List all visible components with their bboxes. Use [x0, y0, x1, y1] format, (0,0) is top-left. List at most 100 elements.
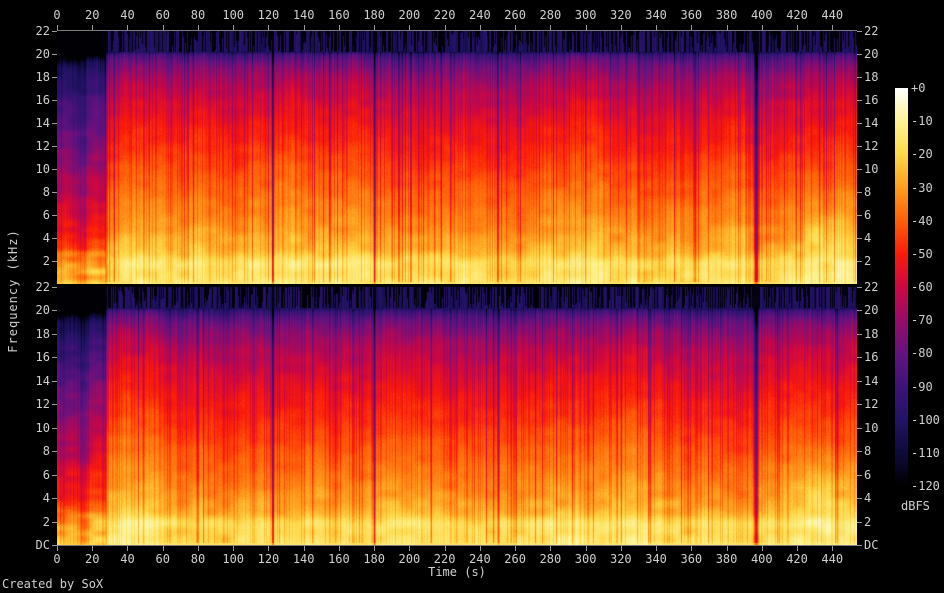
- y-tick-label-right: 10: [864, 420, 879, 435]
- y-tick-label-right: 8: [864, 444, 872, 459]
- colorbar-tick-label: -10: [911, 114, 933, 129]
- y-tick-label-left: 22: [35, 24, 50, 38]
- x-tick-label-bottom: 180: [363, 552, 385, 566]
- y-tick-label-left: 2: [42, 254, 50, 268]
- freq-tick-left: [52, 123, 57, 124]
- time-tick-top: [197, 25, 199, 30]
- freq-tick-right: [857, 123, 862, 124]
- time-tick-top: [550, 25, 552, 30]
- y-tick-label-left: 6: [42, 467, 50, 482]
- x-tick-label-top: 440: [821, 8, 844, 22]
- x-tick-label-top: 40: [120, 8, 135, 22]
- colorbar-tick-label: -80: [911, 346, 933, 361]
- x-tick-label-top: 340: [645, 8, 667, 22]
- freq-tick-left: [52, 333, 57, 335]
- time-tick-bottom: [162, 546, 164, 551]
- time-tick-bottom: [57, 546, 58, 551]
- time-tick-top: [127, 25, 129, 30]
- time-tick-top: [162, 25, 164, 30]
- time-tick-bottom: [550, 546, 552, 551]
- time-tick-bottom: [515, 546, 517, 551]
- y-tick-label-right: DC: [864, 538, 879, 552]
- freq-tick-left: [52, 498, 57, 500]
- x-tick-label-top: 160: [328, 8, 350, 22]
- time-tick-bottom: [303, 546, 305, 551]
- time-tick-bottom: [691, 546, 693, 551]
- y-tick-label-left: 20: [35, 303, 50, 318]
- x-tick-label-bottom: 60: [155, 552, 170, 566]
- y-tick-label-left: 10: [35, 420, 50, 435]
- y-tick-label-right: 20: [864, 303, 879, 318]
- time-tick-top: [409, 25, 411, 30]
- y-tick-label-right: 18: [864, 70, 879, 84]
- x-tick-label-bottom: 120: [257, 552, 280, 566]
- time-tick-top: [303, 25, 305, 30]
- time-tick-bottom: [374, 546, 376, 551]
- x-tick-label-top: 280: [539, 8, 562, 22]
- x-tick-label-top: 220: [433, 8, 456, 22]
- colorbar-gradient: [895, 88, 908, 486]
- x-tick-label-bottom: 320: [609, 552, 632, 566]
- freq-tick-left: [52, 169, 57, 170]
- freq-tick-right: [857, 521, 862, 523]
- x-tick-label-bottom: 360: [680, 552, 703, 566]
- y-tick-label-left: 12: [35, 139, 50, 153]
- x-tick-label-bottom: 220: [433, 552, 456, 566]
- time-tick-top: [832, 25, 834, 30]
- y-tick-label-right: 16: [864, 350, 879, 365]
- freq-tick-left: [52, 54, 57, 55]
- x-tick-label-bottom: 0: [53, 552, 61, 566]
- time-tick-bottom: [832, 546, 834, 551]
- y-tick-label-left: 8: [42, 185, 50, 199]
- x-tick-label-top: 320: [609, 8, 632, 22]
- y-tick-label-left: 18: [35, 326, 50, 341]
- x-tick-label-bottom: 200: [398, 552, 421, 566]
- colorbar-tick-label: -90: [911, 379, 933, 394]
- x-tick-label-bottom: 420: [786, 552, 808, 566]
- time-tick-bottom: [92, 546, 94, 551]
- x-axis-title: Time (s): [428, 565, 486, 579]
- y-axis-title-text: Frequency (kHz): [6, 229, 20, 353]
- y-tick-label-left: 20: [35, 47, 50, 61]
- y-tick-label-right: 20: [864, 47, 879, 61]
- x-tick-label-bottom: 240: [469, 552, 491, 566]
- time-tick-top: [620, 25, 622, 30]
- y-tick-label-left: 6: [42, 208, 50, 222]
- y-tick-label-left: 14: [35, 373, 50, 388]
- time-tick-bottom: [656, 546, 658, 551]
- time-tick-top: [233, 25, 235, 30]
- y-tick-label-left: DC: [35, 538, 50, 552]
- freq-tick-left: [52, 404, 57, 406]
- y-tick-label-left: 4: [42, 231, 50, 245]
- spectrogram-channel-2: [57, 287, 857, 545]
- freq-tick-left: [52, 521, 57, 523]
- x-tick-label-bottom: 380: [715, 552, 738, 566]
- time-tick-top: [515, 25, 517, 30]
- time-tick-bottom: [409, 546, 411, 551]
- time-tick-top: [374, 25, 376, 30]
- time-tick-top: [726, 25, 728, 30]
- time-tick-bottom: [479, 546, 481, 551]
- x-tick-label-top: 360: [680, 8, 703, 22]
- colorbar-tick-label: -60: [911, 280, 933, 294]
- freq-tick-right: [857, 261, 862, 262]
- x-tick-label-top: 200: [398, 8, 421, 22]
- freq-tick-right: [857, 545, 862, 546]
- x-tick-label-bottom: 440: [821, 552, 844, 566]
- x-tick-label-top: 0: [53, 8, 61, 22]
- freq-tick-right: [857, 31, 862, 32]
- y-tick-label-left: 14: [35, 116, 50, 130]
- freq-tick-left: [52, 77, 57, 78]
- freq-tick-left: [52, 100, 57, 101]
- y-tick-label-right: 10: [864, 162, 879, 176]
- colorbar-tick-label: -30: [911, 180, 933, 195]
- colorbar-tick-label: -120: [911, 479, 940, 493]
- colorbar-unit-label: dBFS: [901, 499, 930, 513]
- y-tick-label-right: 2: [864, 514, 872, 529]
- colorbar-tick-label: -50: [911, 246, 933, 261]
- x-tick-label-top: 380: [715, 8, 738, 22]
- freq-tick-left: [52, 474, 57, 476]
- freq-tick-left: [52, 146, 57, 147]
- freq-tick-right: [857, 238, 862, 239]
